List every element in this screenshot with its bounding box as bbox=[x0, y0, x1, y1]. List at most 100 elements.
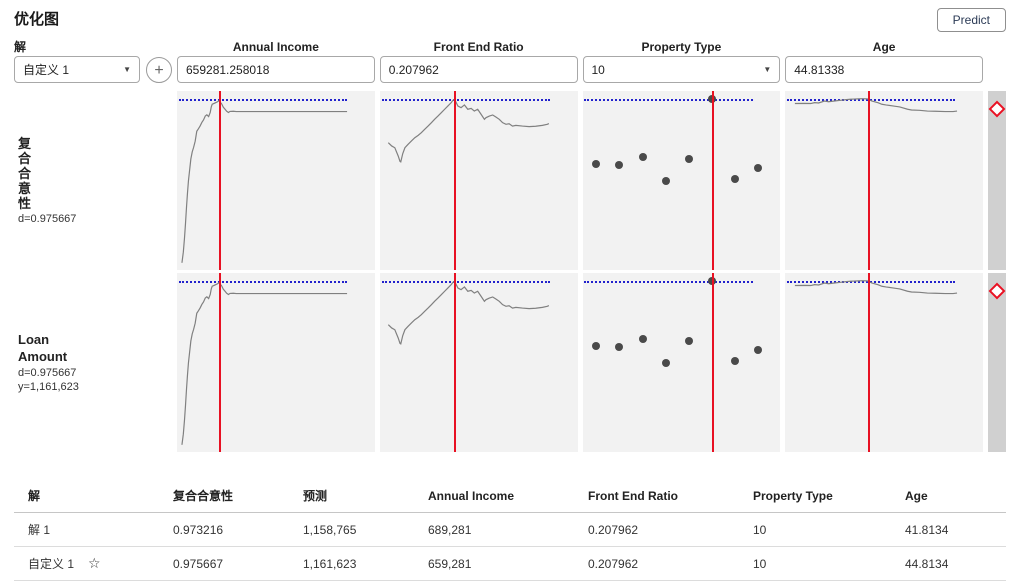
factor-control-annual-income: Annual Income bbox=[177, 38, 375, 83]
current-value-line[interactable] bbox=[867, 273, 870, 452]
profile-plot-desirability-front-end-ratio[interactable] bbox=[379, 91, 578, 270]
table-row-solution-1[interactable]: 解 1 0.973216 1,158,765 689,281 0.207962 … bbox=[14, 512, 1006, 547]
cell-prediction: 1,161,623 bbox=[299, 546, 424, 581]
front-end-ratio-input[interactable] bbox=[379, 56, 578, 83]
chevron-down-icon: ▼ bbox=[763, 65, 772, 74]
col-header-solution: 解 bbox=[14, 478, 169, 513]
category-point bbox=[592, 160, 601, 169]
col-header-annual-income: Annual Income bbox=[424, 478, 584, 513]
current-value-line[interactable] bbox=[711, 91, 714, 270]
cell-prediction: 1,158,765 bbox=[299, 512, 424, 547]
current-value-line[interactable] bbox=[454, 91, 457, 270]
profile-plot-loan-amount-front-end-ratio[interactable] bbox=[379, 273, 578, 452]
current-value-line[interactable] bbox=[219, 91, 222, 270]
current-value-line[interactable] bbox=[711, 273, 714, 452]
profile-plot-loan-amount-annual-income[interactable] bbox=[177, 273, 375, 452]
table-header-row: 解 复合合意性 预测 Annual Income Front End Ratio… bbox=[14, 478, 1006, 513]
category-point bbox=[661, 358, 670, 367]
solutions-table: 解 复合合意性 预测 Annual Income Front End Ratio… bbox=[14, 478, 1006, 581]
page-title: 优化图 bbox=[14, 11, 60, 28]
predicted-value: y=1,161,623 bbox=[18, 380, 79, 393]
factor-control-front-end-ratio: Front End Ratio bbox=[379, 38, 578, 83]
solution-control: 解 自定义 1 ▼ + bbox=[14, 38, 172, 83]
col-header-composite-desirability: 复合合意性 bbox=[169, 478, 299, 513]
desirability-reference-line bbox=[584, 281, 753, 284]
cell-desirability: 0.973216 bbox=[169, 512, 299, 547]
desirability-reference-line bbox=[584, 99, 753, 102]
star-icon[interactable]: ☆ bbox=[88, 555, 101, 571]
header: 优化图 Predict bbox=[14, 8, 1006, 36]
category-point bbox=[754, 345, 763, 354]
desirability-reference-line bbox=[178, 99, 348, 102]
factor-label: Annual Income bbox=[232, 40, 319, 54]
cell-property-type: 10 bbox=[749, 546, 901, 581]
cell-age: 41.8134 bbox=[901, 512, 1006, 547]
factor-control-age: Age bbox=[785, 38, 983, 83]
annual-income-input[interactable] bbox=[177, 56, 375, 83]
category-point bbox=[730, 356, 739, 365]
desirability-marker-icon[interactable] bbox=[988, 100, 1006, 118]
cell-front-end-ratio: 0.207962 bbox=[584, 512, 749, 547]
desirability-reference-line bbox=[381, 281, 550, 284]
cell-front-end-ratio: 0.207962 bbox=[584, 546, 749, 581]
predict-button[interactable]: Predict bbox=[936, 8, 1006, 32]
factor-label: Property Type bbox=[641, 40, 722, 54]
category-point bbox=[754, 163, 763, 172]
profiler-plot-grid: 复合合意性 d=0.975667 Loan Amount d=0.975667 … bbox=[14, 91, 1006, 452]
cell-annual-income: 689,281 bbox=[424, 512, 584, 547]
col-header-front-end-ratio: Front End Ratio bbox=[584, 478, 749, 513]
current-value-line[interactable] bbox=[219, 273, 222, 452]
profile-trace bbox=[785, 91, 983, 270]
cell-annual-income: 659,281 bbox=[424, 546, 584, 581]
category-point bbox=[592, 342, 601, 351]
cell-desirability: 0.975667 bbox=[169, 546, 299, 581]
chevron-down-icon: ▼ bbox=[123, 65, 131, 74]
factor-label: Front End Ratio bbox=[433, 40, 524, 54]
col-header-age: Age bbox=[901, 478, 1006, 513]
current-value-line[interactable] bbox=[867, 91, 870, 270]
response-label-composite-desirability: 复合合意性 d=0.975667 bbox=[14, 91, 172, 270]
current-value-line[interactable] bbox=[454, 273, 457, 452]
profile-plot-loan-amount-age[interactable] bbox=[785, 273, 983, 452]
category-point bbox=[639, 335, 648, 344]
property-type-value: 10 bbox=[591, 62, 605, 77]
solution-name: 自定义 1 bbox=[28, 557, 75, 571]
profile-plot-desirability-annual-income[interactable] bbox=[177, 91, 375, 270]
category-point bbox=[639, 153, 648, 162]
factor-label: Age bbox=[872, 40, 896, 54]
profile-trace bbox=[177, 273, 375, 452]
col-header-prediction: 预测 bbox=[299, 478, 424, 513]
profile-trace bbox=[785, 273, 983, 452]
profile-plot-desirability-age[interactable] bbox=[785, 91, 983, 270]
profile-plot-loan-amount-property-type[interactable] bbox=[582, 273, 781, 452]
profile-plot-desirability-property-type[interactable] bbox=[582, 91, 781, 270]
col-header-property-type: Property Type bbox=[749, 478, 901, 513]
desirability-marker-icon[interactable] bbox=[988, 282, 1006, 300]
desirability-reference-line bbox=[178, 281, 348, 284]
category-point bbox=[684, 155, 693, 164]
add-solution-button[interactable]: + bbox=[146, 56, 172, 83]
desirability-value: d=0.975667 bbox=[18, 366, 77, 379]
property-type-dropdown[interactable]: 10 ▼ bbox=[582, 56, 781, 83]
response-name: Loan Amount bbox=[18, 332, 68, 364]
solution-dropdown[interactable]: 自定义 1 ▼ bbox=[14, 56, 140, 83]
category-point bbox=[730, 174, 739, 183]
solution-name: 解 1 bbox=[14, 512, 169, 547]
profile-trace bbox=[177, 91, 375, 270]
response-name: 复合合意性 bbox=[18, 135, 32, 212]
category-point bbox=[615, 343, 624, 352]
age-input[interactable] bbox=[785, 56, 983, 83]
category-point bbox=[661, 176, 670, 185]
cell-age: 44.8134 bbox=[901, 546, 1006, 581]
category-point bbox=[684, 337, 693, 346]
table-row-custom-1[interactable]: 自定义 1 ☆ 0.975667 1,161,623 659,281 0.2079… bbox=[14, 546, 1006, 581]
response-label-loan-amount: Loan Amount d=0.975667 y=1,161,623 bbox=[14, 273, 172, 452]
factor-control-property-type: Property Type 10 ▼ bbox=[582, 38, 781, 83]
solution-dropdown-value: 自定义 1 bbox=[23, 63, 70, 77]
profile-trace bbox=[380, 273, 578, 452]
cell-property-type: 10 bbox=[749, 512, 901, 547]
desirability-trace-strip bbox=[988, 91, 1006, 270]
desirability-reference-line bbox=[381, 99, 550, 102]
desirability-value: d=0.975667 bbox=[18, 213, 77, 226]
